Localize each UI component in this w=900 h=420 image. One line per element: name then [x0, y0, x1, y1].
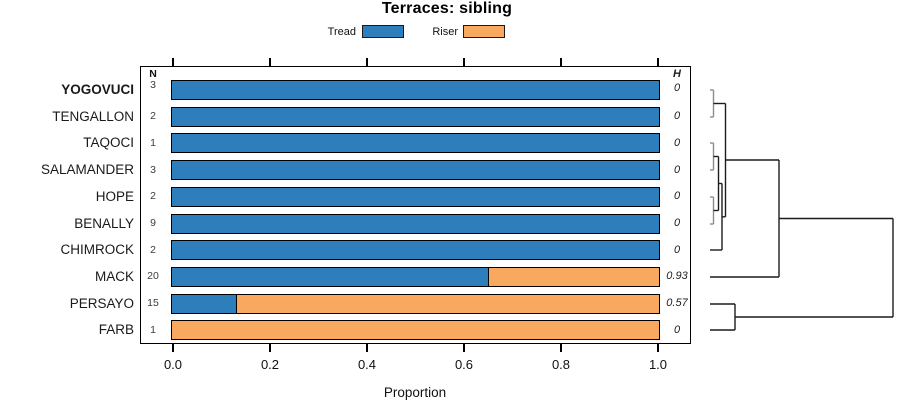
n-value: 9 [150, 217, 156, 229]
row-label: BENALLY [74, 215, 134, 231]
tread-segment [172, 134, 659, 153]
stacked-bar [171, 320, 660, 341]
row-label: YOGOVUCI [61, 82, 134, 97]
h-value: 0.93 [666, 270, 688, 283]
h-value: 0 [673, 163, 681, 176]
riser-segment [488, 267, 659, 286]
n-value: 2 [150, 190, 156, 203]
row-label: SALAMANDER [40, 162, 134, 178]
n-column-header: N [149, 68, 157, 80]
tread-segment [172, 267, 489, 286]
stacked-bar [171, 80, 660, 100]
legend-label-riser: Riser [432, 26, 458, 38]
x-axis-title: Proportion [383, 385, 447, 400]
axis-tick-bottom [366, 344, 368, 352]
tread-segment [172, 161, 659, 180]
stacked-bar [171, 186, 660, 207]
n-value: 3 [150, 78, 156, 91]
tread-segment [172, 187, 659, 206]
stacked-bar [171, 160, 660, 181]
h-value: 0 [673, 323, 681, 336]
row-label: TAQOCI [83, 135, 134, 151]
tread-segment [172, 241, 659, 260]
axis-tick-label: 1.0 [648, 357, 668, 372]
riser-segment [172, 321, 659, 340]
stacked-bar [171, 106, 660, 127]
axis-tick-label: 0.4 [357, 357, 377, 372]
axis-tick-bottom [560, 344, 562, 352]
h-value: 0 [673, 110, 681, 123]
axis-tick-label: 0.0 [163, 357, 183, 372]
row-label: PERSAYO [69, 295, 134, 311]
h-value: 0 [673, 217, 681, 229]
stacked-bar [171, 240, 660, 261]
axis-tick-bottom [463, 344, 465, 352]
axis-tick-top [560, 58, 562, 66]
axis-tick-label: 0.8 [551, 357, 571, 372]
tread-segment [172, 294, 237, 313]
n-value: 2 [150, 243, 156, 256]
page-title: Terraces: sibling [381, 0, 513, 17]
axis-tick-top [463, 58, 465, 66]
axis-tick-bottom [657, 344, 659, 352]
h-value: 0 [673, 243, 681, 256]
n-value: 1 [150, 323, 156, 336]
axis-tick-bottom [172, 344, 174, 352]
tread-segment [172, 214, 659, 233]
h-value: 0.57 [666, 297, 688, 310]
h-value: 0 [673, 136, 681, 149]
axis-tick-top [269, 58, 271, 66]
axis-tick-label: 0.2 [260, 357, 280, 372]
n-value: 1 [150, 136, 156, 149]
row-label: TENGALLON [52, 108, 134, 124]
stacked-bar [171, 293, 660, 314]
h-value: 0 [673, 81, 681, 94]
stacked-bar [171, 213, 660, 234]
row-label: CHIMROCK [60, 242, 135, 258]
tread-segment [172, 81, 659, 99]
h-value: 0 [673, 190, 681, 203]
axis-tick-top [366, 58, 368, 66]
row-label: MACK [94, 268, 134, 284]
axis-tick-bottom [269, 344, 271, 352]
n-value: 20 [147, 270, 159, 283]
tread-segment [172, 107, 659, 126]
riser-segment [236, 294, 659, 313]
n-value: 2 [150, 110, 156, 123]
axis-tick-top [172, 58, 174, 66]
legend-swatch-riser [463, 25, 505, 38]
n-value: 3 [150, 163, 156, 176]
legend-label-tread: Tread [327, 26, 356, 38]
stacked-bar [171, 266, 660, 287]
legend-swatch-tread [362, 25, 404, 38]
row-label: HOPE [95, 188, 134, 204]
stacked-bar [171, 133, 660, 154]
h-column-header: H [673, 68, 681, 80]
n-value: 15 [147, 297, 159, 310]
axis-tick-top [657, 58, 659, 66]
axis-tick-label: 0.6 [454, 357, 474, 372]
row-label: FARB [98, 322, 134, 338]
